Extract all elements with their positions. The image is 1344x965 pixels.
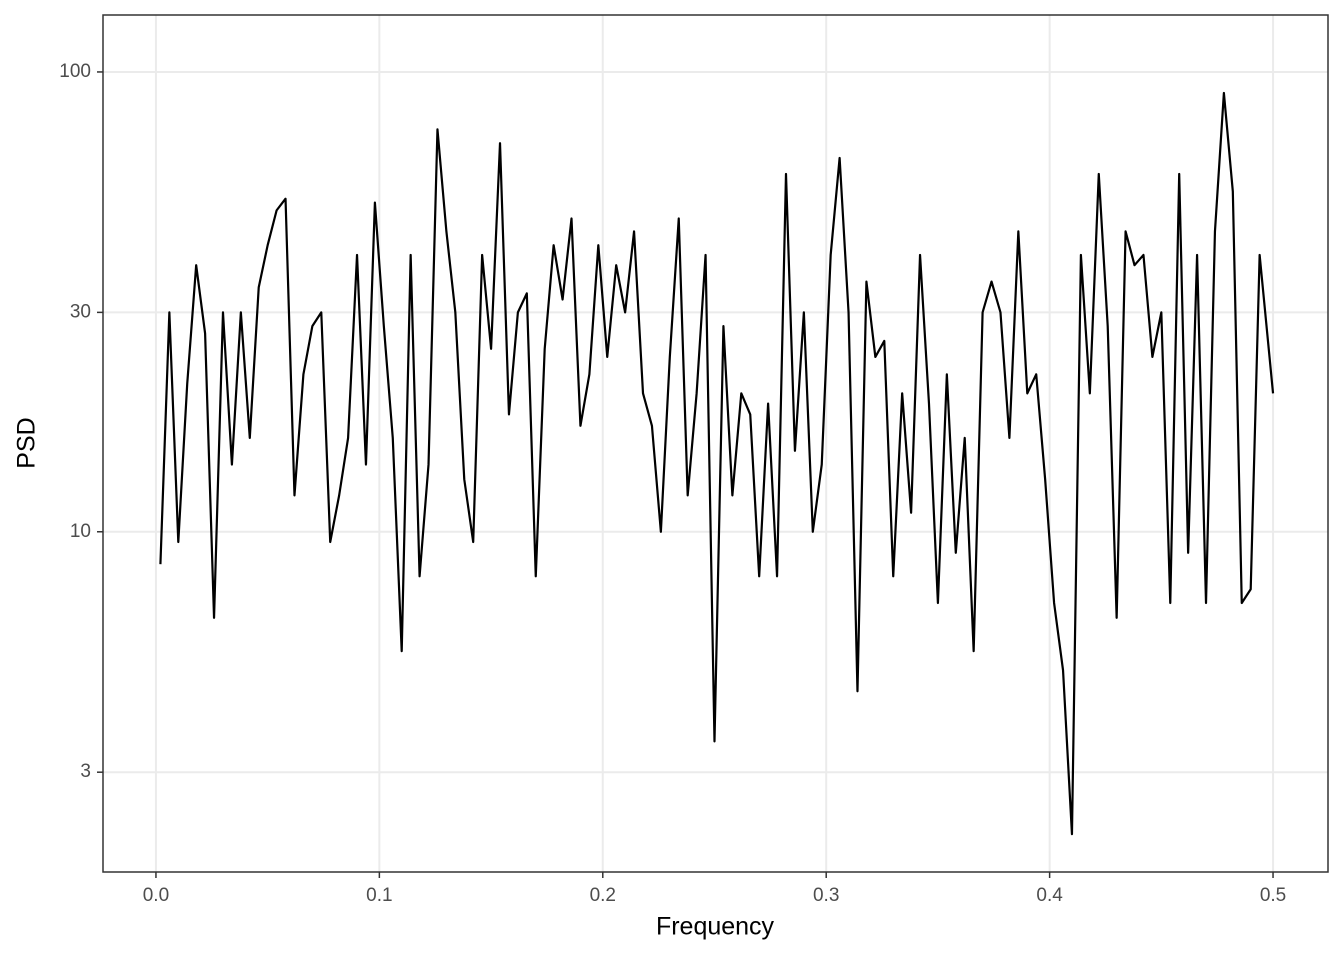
x-tick-label: 0.0 bbox=[143, 885, 169, 906]
x-tick-label: 0.2 bbox=[590, 885, 616, 906]
y-axis-title: PSD bbox=[13, 417, 41, 468]
x-tick-label: 0.4 bbox=[1036, 885, 1063, 906]
x-axis-title: Frequency bbox=[656, 913, 775, 941]
x-tick-label: 0.1 bbox=[366, 885, 392, 906]
y-tick-label: 10 bbox=[70, 521, 91, 542]
y-tick-label: 100 bbox=[59, 61, 91, 82]
x-tick-label: 0.5 bbox=[1260, 885, 1286, 906]
y-tick-label: 3 bbox=[80, 761, 91, 782]
panel-border bbox=[102, 14, 1329, 873]
psd-line bbox=[159, 91, 1275, 836]
x-tick-label: 0.3 bbox=[813, 885, 839, 906]
y-tick-label: 30 bbox=[70, 301, 91, 322]
